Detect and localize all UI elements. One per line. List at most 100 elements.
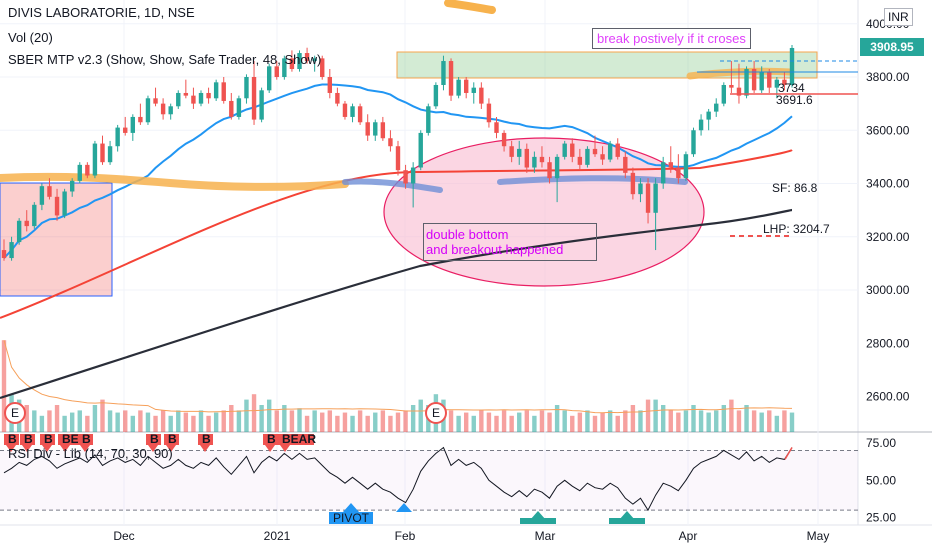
axes: 3000.003200.003400.003600.003800.004000.… bbox=[113, 17, 909, 543]
volume-bar bbox=[373, 412, 378, 432]
lhp-label: LHP: 3204.7 bbox=[763, 222, 830, 236]
volume-bar bbox=[494, 415, 499, 432]
volume-average-line bbox=[3, 340, 793, 414]
volume-bar bbox=[524, 410, 530, 432]
level-3691-label: 3691.6 bbox=[776, 93, 813, 107]
candle-body bbox=[532, 156, 537, 168]
background-zones bbox=[0, 51, 818, 297]
candle-body bbox=[615, 143, 620, 157]
signal-b5-text: B bbox=[150, 432, 159, 446]
signal-b4-flag bbox=[78, 434, 93, 445]
pivot-marker-2 bbox=[396, 503, 412, 512]
candle-body bbox=[100, 143, 105, 163]
price-tick-3000: 3000.00 bbox=[866, 283, 910, 297]
candle-body bbox=[395, 146, 401, 171]
rsi-line bbox=[3, 446, 793, 512]
candle-body bbox=[229, 100, 234, 117]
last-price-tag: 3908.95 bbox=[860, 38, 924, 56]
top-band-orange bbox=[444, 0, 496, 14]
price-tick-3400: 3400.00 bbox=[866, 177, 910, 191]
volume-bar bbox=[85, 415, 90, 432]
volume-bar bbox=[585, 410, 590, 432]
volume-bar bbox=[251, 394, 257, 432]
legend-sber: SBER MTP v2.3 (Show, Show, Safe Trader, … bbox=[8, 52, 322, 67]
price-tick-3600: 3600.00 bbox=[866, 123, 910, 137]
double-bottom-ellipse bbox=[383, 137, 705, 287]
signal-bear-arrow bbox=[280, 445, 290, 452]
signal-b5-arrow bbox=[148, 445, 158, 452]
volume-bar bbox=[198, 410, 204, 432]
candle-body bbox=[191, 95, 196, 104]
signal-b7-text: B bbox=[202, 432, 211, 446]
candle-body bbox=[107, 146, 113, 163]
volume-bar bbox=[645, 399, 651, 432]
volume-bar bbox=[456, 415, 461, 432]
volume-bar bbox=[138, 410, 143, 432]
candle-body bbox=[54, 196, 60, 216]
volume-bar bbox=[335, 415, 340, 432]
candle-body bbox=[69, 180, 75, 192]
candle-body bbox=[789, 47, 795, 85]
candle-body bbox=[380, 122, 386, 139]
candle-body bbox=[456, 79, 461, 96]
signal-b3-arrow bbox=[42, 445, 52, 452]
volume-bar bbox=[191, 415, 196, 432]
candle-body bbox=[92, 143, 98, 176]
volume-bar bbox=[691, 405, 696, 432]
volume-bar bbox=[623, 410, 628, 432]
candle-body bbox=[47, 186, 52, 197]
candle-body bbox=[433, 84, 439, 107]
volume-bar bbox=[395, 412, 401, 432]
volume-bar bbox=[706, 412, 711, 432]
volume-bar bbox=[463, 412, 469, 432]
signal-b8-arrow bbox=[265, 445, 275, 452]
pivot-marker-1 bbox=[343, 503, 359, 512]
volume-bar bbox=[327, 410, 333, 432]
volume-bar bbox=[774, 415, 780, 432]
volume-bar bbox=[350, 415, 355, 432]
time-tick-Dec: Dec bbox=[113, 529, 134, 543]
volume-bar bbox=[660, 405, 666, 432]
volume-bar bbox=[577, 412, 583, 432]
volume-bar bbox=[592, 415, 598, 432]
candle-body bbox=[418, 132, 423, 168]
signal-b3-text: B bbox=[44, 432, 53, 446]
volume-bar bbox=[304, 415, 310, 432]
currency-label: INR bbox=[884, 8, 913, 26]
candle-body bbox=[62, 191, 67, 216]
volume-bar bbox=[357, 410, 363, 432]
candle-body bbox=[350, 106, 355, 117]
earnings-marker bbox=[425, 402, 447, 424]
price-tick-2800: 2800.00 bbox=[866, 336, 910, 350]
candle-body bbox=[547, 162, 552, 179]
candle-body bbox=[176, 92, 181, 107]
earnings-marker-label: E bbox=[11, 406, 19, 420]
candle-body bbox=[471, 87, 476, 93]
volume-bar bbox=[683, 410, 689, 432]
sf-label: SF: 86.8 bbox=[772, 181, 818, 195]
candle-body bbox=[266, 66, 272, 91]
candle-body bbox=[304, 53, 310, 62]
volume-bar bbox=[289, 410, 295, 432]
volume-bar bbox=[183, 412, 189, 432]
candle-body bbox=[463, 79, 469, 93]
bull-marker-base-0 bbox=[520, 518, 556, 524]
volume-bar bbox=[282, 405, 287, 432]
candle-body bbox=[206, 92, 211, 99]
volume-bar bbox=[47, 410, 52, 432]
volume-bar bbox=[517, 412, 522, 432]
volume-bar bbox=[630, 405, 636, 432]
candle-body bbox=[623, 156, 628, 173]
signal-b5-flag bbox=[146, 434, 161, 445]
candle-body bbox=[562, 143, 567, 157]
volume-bar bbox=[145, 412, 151, 432]
volume-bar bbox=[698, 410, 704, 432]
volume-bar bbox=[562, 410, 567, 432]
signal-be-flag bbox=[58, 434, 80, 445]
volume-bar bbox=[176, 410, 181, 432]
candle-body bbox=[388, 138, 393, 147]
signal-b7-flag bbox=[198, 434, 213, 445]
candle-body bbox=[274, 66, 279, 77]
candle-body bbox=[691, 130, 696, 155]
